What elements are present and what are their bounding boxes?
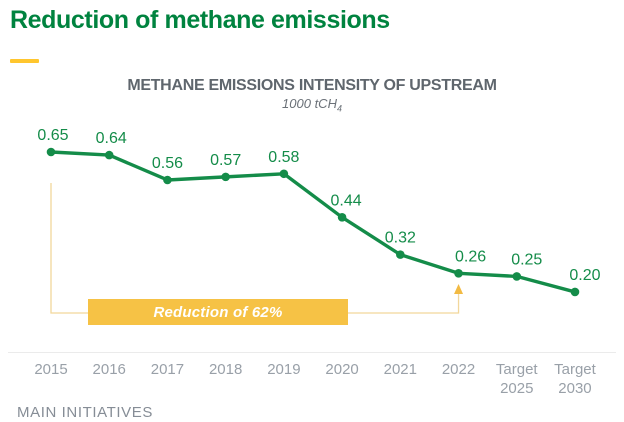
data-point xyxy=(570,287,580,297)
x-tick-label: Target 2030 xyxy=(554,361,596,397)
data-point xyxy=(337,213,347,222)
data-point-label: 0.58 xyxy=(268,149,299,166)
x-tick-label: 2021 xyxy=(383,361,417,378)
x-tick-label: 2018 xyxy=(208,361,243,378)
data-point-label: 0.64 xyxy=(96,130,127,147)
annotation-arrow-icon xyxy=(454,284,464,294)
emissions-line-series xyxy=(49,150,577,294)
x-tick-label: 2022 xyxy=(441,361,476,378)
x-tick-label: 2016 xyxy=(92,361,126,378)
data-point xyxy=(396,250,405,259)
chart-title: METHANE EMISSIONS INTENSITY OF UPSTREAM xyxy=(127,77,497,94)
data-point xyxy=(454,268,463,278)
data-point-label: 0.20 xyxy=(569,267,600,284)
data-point xyxy=(104,150,114,160)
chart-subtitle-text: 1000 tCH xyxy=(282,96,337,111)
data-point xyxy=(512,272,522,281)
chart-subtitle-subscript: 4 xyxy=(336,103,342,114)
data-point-label: 0.65 xyxy=(37,127,68,144)
data-point xyxy=(163,175,172,185)
x-tick-label: 2020 xyxy=(325,361,359,378)
data-point-label: 0.57 xyxy=(210,152,241,169)
x-tick-label: Target 2025 xyxy=(495,361,538,397)
data-point xyxy=(279,169,289,179)
data-point-label: 0.44 xyxy=(331,192,362,209)
data-point xyxy=(221,172,230,182)
x-tick-label: 2019 xyxy=(267,361,301,378)
data-point xyxy=(46,147,56,157)
x-axis: 2015 2016 2017 2018 2019 2020 2021 2022 Target 20… xyxy=(0,360,624,404)
chart-subtitle: 1000 tCH4 xyxy=(0,96,624,114)
x-tick-label: 2017 xyxy=(150,361,185,378)
title-accent-dash xyxy=(10,59,39,63)
page-title: Reduction of methane emissions xyxy=(10,6,390,34)
data-point-label: 0.32 xyxy=(385,230,416,247)
x-tick-label: 2015 xyxy=(34,361,68,378)
data-point-label: 0.26 xyxy=(455,248,486,265)
reduction-annotation-banner: Reduction of 62% xyxy=(88,299,348,325)
data-point-label: 0.25 xyxy=(511,251,542,268)
footer-heading: MAIN INITIATIVES xyxy=(17,404,154,421)
axis-separator-line xyxy=(8,352,616,353)
annotation-connector-line xyxy=(50,183,460,314)
data-point-label: 0.56 xyxy=(152,155,183,172)
